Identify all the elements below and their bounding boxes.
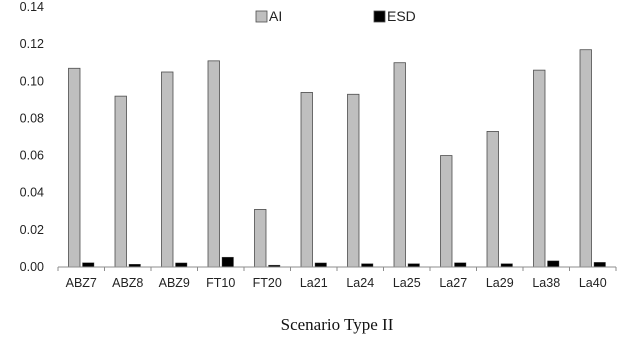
bar-ai xyxy=(114,95,127,268)
bar-esd xyxy=(454,262,467,268)
legend-swatch-ai xyxy=(255,10,268,23)
legend-swatch-esd xyxy=(373,10,386,23)
y-tick-label: 0.10 xyxy=(20,74,44,88)
x-axis: ABZ7 ABZ8 ABZ9 FT10 FT20 La21 La24 La25 La27 La29… xyxy=(57,266,617,290)
y-tick-label: 0.04 xyxy=(20,186,44,200)
bar-esd xyxy=(314,262,327,268)
y-tick-label: 0.06 xyxy=(20,149,44,163)
bar-ai xyxy=(533,69,546,268)
bar-esd xyxy=(361,263,374,268)
x-tick-label: ABZ8 xyxy=(112,276,143,290)
bar-esd xyxy=(547,260,560,268)
bar-ai xyxy=(207,60,220,268)
bar-ai xyxy=(579,49,592,268)
x-tick-label: ABZ7 xyxy=(66,276,97,290)
bar-ai xyxy=(300,92,313,268)
bar-ai xyxy=(393,62,406,268)
bar-esd xyxy=(82,262,95,268)
y-tick-label: 0.14 xyxy=(20,0,44,14)
x-tick-label: La24 xyxy=(346,276,374,290)
legend-label-ai: AI xyxy=(269,8,282,24)
x-tick-label: La21 xyxy=(300,276,328,290)
bar-ai xyxy=(486,131,499,268)
x-tick-label: La38 xyxy=(532,276,560,290)
bar-esd xyxy=(593,262,606,268)
bar-ai xyxy=(161,71,174,268)
bars-group xyxy=(68,49,606,268)
y-axis: 0.00 0.02 0.04 0.06 0.08 0.10 0.12 0.14 xyxy=(20,0,44,274)
y-tick-label: 0.02 xyxy=(20,223,44,237)
legend-label-esd: ESD xyxy=(387,8,416,24)
y-tick-label: 0.00 xyxy=(20,260,44,274)
x-tick-label: FT10 xyxy=(206,276,235,290)
bar-ai xyxy=(440,155,453,268)
bar-esd xyxy=(221,256,234,268)
x-tick-label: La27 xyxy=(439,276,467,290)
bar-ai xyxy=(347,93,360,268)
x-tick-label: La40 xyxy=(579,276,607,290)
y-tick-label: 0.12 xyxy=(20,37,44,51)
bar-esd xyxy=(175,262,188,268)
legend: AI ESD xyxy=(255,8,416,24)
bar-esd xyxy=(500,263,513,268)
x-axis-title: Scenario Type II xyxy=(281,315,394,334)
x-tick-label: ABZ9 xyxy=(159,276,190,290)
y-tick-label: 0.08 xyxy=(20,111,44,125)
bar-ai xyxy=(254,209,267,268)
x-tick-label: La25 xyxy=(393,276,421,290)
bar-ai xyxy=(68,67,81,268)
bar-esd xyxy=(407,263,420,268)
x-tick-label: La29 xyxy=(486,276,514,290)
x-tick-label: FT20 xyxy=(253,276,282,290)
